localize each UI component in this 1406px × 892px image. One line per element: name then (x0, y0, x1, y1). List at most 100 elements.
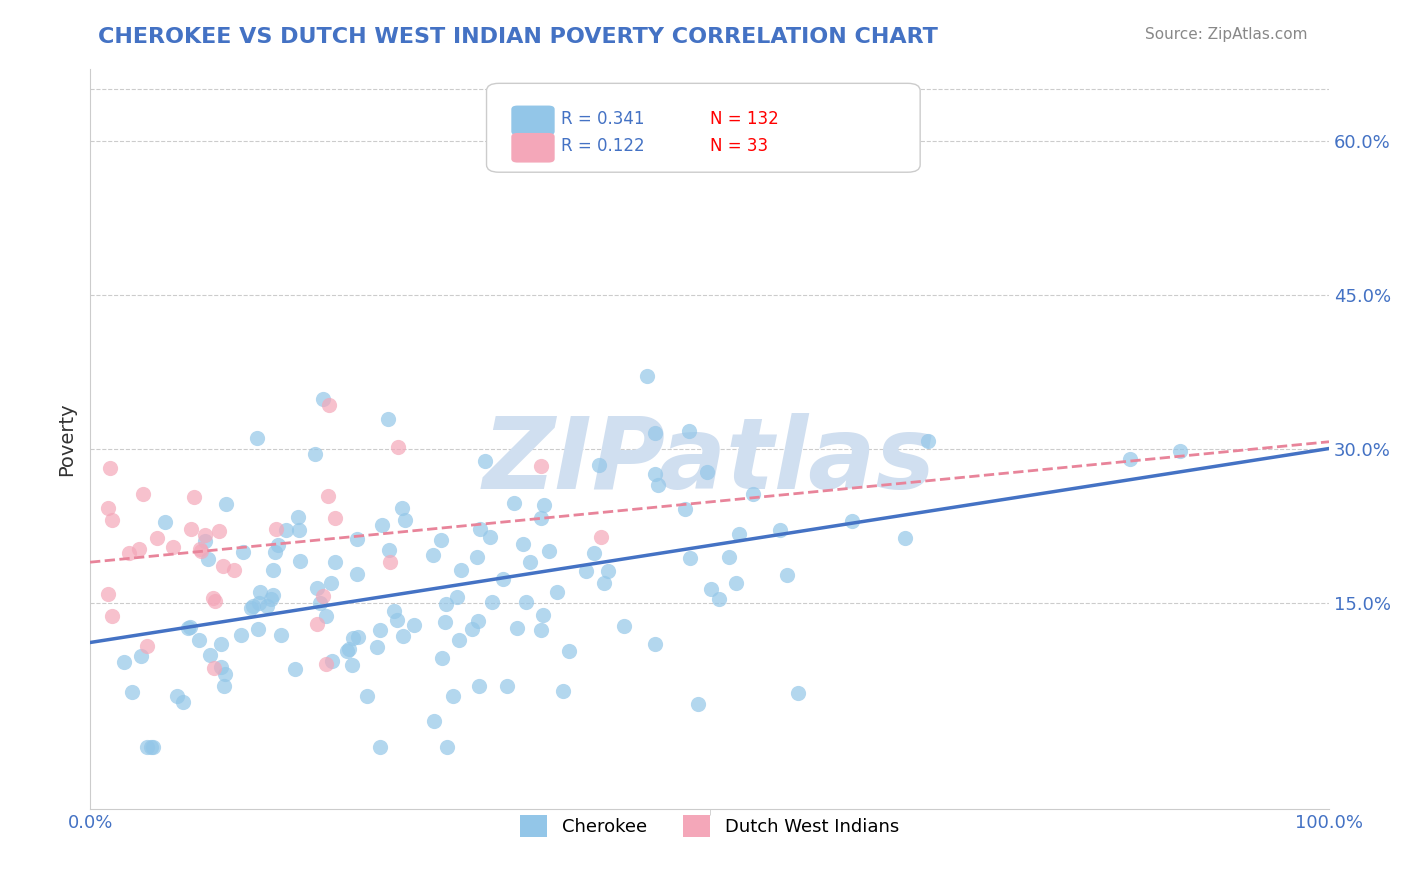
Point (336, 643, 359, 657)
Point (246, 431, 269, 445)
Text: R = 0.341: R = 0.341 (561, 110, 644, 128)
Point (589, 529, 612, 543)
Point (613, 618, 636, 632)
Point (366, 640, 388, 654)
Point (647, 478, 669, 492)
Point (598, 564, 620, 578)
Point (202, 591, 225, 606)
Point (139, 740, 162, 755)
Point (492, 572, 515, 586)
Point (232, 545, 254, 559)
Point (917, 434, 939, 448)
Point (166, 689, 188, 703)
Point (180, 523, 202, 537)
Point (430, 651, 453, 665)
Point (474, 454, 496, 468)
Point (502, 496, 524, 510)
Point (240, 601, 263, 615)
Point (512, 536, 534, 550)
Point (531, 608, 554, 623)
Point (841, 514, 863, 528)
Text: R = 0.122: R = 0.122 (561, 137, 644, 155)
Point (129, 649, 152, 664)
Point (231, 627, 253, 641)
Point (530, 623, 553, 637)
Point (470, 522, 492, 536)
Point (546, 585, 568, 599)
Legend: Cherokee, Dutch West Indians: Cherokee, Dutch West Indians (513, 808, 905, 845)
Point (467, 550, 489, 565)
Point (678, 424, 700, 438)
Text: Source: ZipAtlas.com: Source: ZipAtlas.com (1144, 27, 1308, 42)
Point (177, 621, 200, 635)
Point (312, 589, 335, 603)
Point (446, 590, 468, 604)
Point (97, 587, 120, 601)
Point (533, 498, 555, 512)
Text: CHEROKEE VS DUTCH WEST INDIAN POVERTY CORRELATION CHART: CHEROKEE VS DUTCH WEST INDIAN POVERTY CO… (98, 27, 938, 46)
Point (249, 584, 271, 599)
Point (209, 637, 232, 651)
Point (422, 548, 444, 562)
Point (135, 740, 157, 755)
Point (214, 666, 236, 681)
Point (515, 595, 537, 609)
Point (101, 608, 124, 623)
Point (557, 644, 579, 658)
Point (551, 684, 574, 698)
Point (384, 604, 406, 618)
Point (247, 622, 270, 636)
Point (267, 538, 290, 552)
Point (288, 523, 311, 537)
Point (468, 679, 491, 693)
Point (495, 679, 517, 693)
Point (172, 695, 194, 709)
Point (262, 588, 284, 602)
Point (429, 533, 451, 548)
Point (1168, 444, 1191, 458)
Point (100, 513, 122, 527)
Point (307, 617, 329, 632)
Point (727, 527, 749, 541)
Point (190, 544, 212, 558)
Point (260, 592, 283, 607)
Point (717, 549, 740, 564)
Point (208, 524, 231, 538)
Point (583, 546, 606, 560)
Point (346, 566, 368, 581)
Point (461, 622, 484, 636)
Point (270, 628, 292, 642)
Point (636, 368, 658, 383)
Point (309, 596, 332, 610)
Point (696, 466, 718, 480)
Point (262, 563, 284, 577)
Point (644, 426, 666, 441)
Point (742, 487, 765, 501)
Point (467, 615, 489, 629)
Point (356, 689, 378, 703)
Point (378, 555, 401, 569)
Point (707, 591, 730, 606)
Point (519, 555, 541, 569)
Point (288, 553, 311, 567)
Point (593, 576, 616, 591)
Point (346, 532, 368, 546)
Point (441, 689, 464, 703)
Point (263, 545, 285, 559)
Point (505, 621, 527, 635)
Point (188, 542, 211, 557)
Point (146, 531, 169, 545)
Point (136, 639, 159, 653)
Point (142, 740, 165, 755)
Point (686, 697, 709, 711)
Point (214, 679, 236, 693)
Point (132, 487, 155, 501)
Point (197, 552, 219, 566)
Point (679, 551, 702, 566)
Text: N = 33: N = 33 (710, 137, 768, 155)
Point (391, 500, 413, 515)
Point (342, 632, 364, 646)
Point (202, 661, 225, 675)
Point (321, 654, 343, 668)
Point (315, 657, 337, 672)
